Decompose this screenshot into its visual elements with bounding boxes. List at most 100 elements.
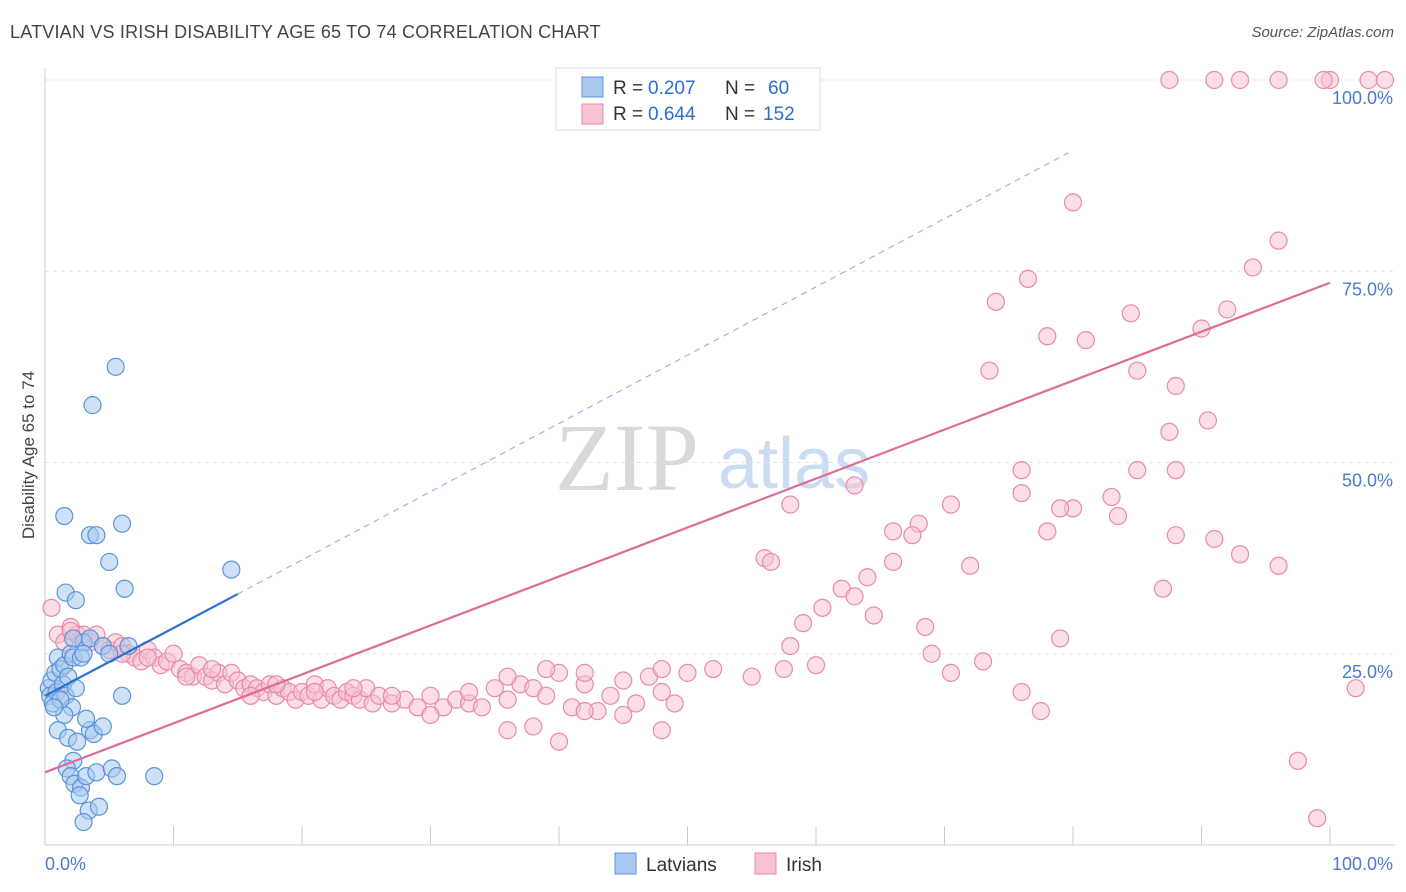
latvian-point-44 bbox=[112, 686, 132, 705]
irish-point-150 bbox=[1269, 231, 1288, 250]
irish-point-98 bbox=[742, 667, 761, 686]
bottom-legend-label-irish: Irish bbox=[786, 855, 822, 876]
irish-point-128 bbox=[1166, 526, 1185, 545]
watermark-zip: ZIP bbox=[555, 404, 699, 511]
watermark-atlas: atlas bbox=[718, 424, 870, 504]
irish-point-116 bbox=[794, 614, 813, 633]
latvian-point-53 bbox=[64, 629, 83, 648]
legend-r-value-2: 0.644 bbox=[648, 104, 696, 125]
latvian-point-35 bbox=[89, 797, 109, 816]
irish-point-139 bbox=[1051, 499, 1070, 518]
irish-point-69 bbox=[601, 686, 620, 705]
irish-point-85 bbox=[421, 705, 440, 725]
irish-point-111 bbox=[1012, 682, 1031, 702]
irish-point-126 bbox=[1108, 506, 1128, 526]
irish-point-163 bbox=[1076, 331, 1095, 350]
irish-point-113 bbox=[1051, 629, 1070, 648]
latvian-point-25 bbox=[68, 732, 87, 751]
irish-point-73 bbox=[652, 682, 671, 702]
irish-point-61 bbox=[498, 690, 517, 709]
irish-point-82 bbox=[305, 682, 324, 702]
irish-point-154 bbox=[1230, 70, 1250, 90]
irish-point-100 bbox=[774, 659, 793, 679]
irish-point-162 bbox=[1038, 327, 1057, 346]
legend-r-label-1: R = bbox=[613, 78, 643, 99]
legend-swatch-irish bbox=[581, 103, 604, 125]
bottom-legend-label-latvians: Latvians bbox=[646, 855, 717, 876]
irish-point-101 bbox=[806, 656, 826, 675]
irish-point-93 bbox=[549, 732, 569, 751]
latvian-point-55 bbox=[106, 357, 125, 376]
irish-point-110 bbox=[973, 652, 993, 671]
irish-point-84 bbox=[382, 686, 402, 705]
irish-point-94 bbox=[575, 702, 594, 721]
trend-lines bbox=[44, 149, 1331, 774]
latvian-point-39 bbox=[145, 767, 164, 786]
irish-point-164 bbox=[1121, 304, 1140, 323]
irish-trend-line bbox=[44, 281, 1331, 774]
y-tick-label-1: 50.0% bbox=[1342, 471, 1393, 491]
irish-point-59 bbox=[472, 698, 491, 717]
irish-point-160 bbox=[986, 292, 1006, 311]
irish-point-141 bbox=[1128, 461, 1147, 480]
irish-point-64 bbox=[537, 686, 556, 705]
latvian-point-57 bbox=[222, 560, 241, 579]
irish-point-55 bbox=[421, 686, 440, 705]
irish-point-135 bbox=[781, 495, 800, 514]
latvian-point-32 bbox=[70, 786, 89, 805]
irish-point-0 bbox=[42, 598, 61, 617]
watermark: ZIP atlas bbox=[555, 404, 870, 511]
legend-swatch-latvians bbox=[581, 76, 604, 98]
irish-point-83 bbox=[344, 679, 363, 698]
irish-point-159 bbox=[1314, 70, 1333, 90]
irish-point-19 bbox=[164, 644, 183, 663]
x-tick-label-0: 0.0% bbox=[45, 854, 86, 874]
latvian-point-59 bbox=[44, 698, 64, 717]
irish-point-112 bbox=[1031, 702, 1050, 721]
latvian-point-52 bbox=[66, 591, 85, 610]
irish-point-78 bbox=[177, 667, 196, 686]
irish-point-105 bbox=[858, 568, 877, 587]
irish-point-104 bbox=[845, 587, 864, 606]
irish-point-79 bbox=[202, 659, 222, 679]
irish-point-145 bbox=[1166, 376, 1185, 396]
latvian-point-50 bbox=[115, 579, 134, 598]
irish-point-165 bbox=[980, 361, 999, 380]
legend-box: R = 0.207 N = 60 R = 0.644 N = 152 bbox=[555, 67, 821, 131]
irish-point-87 bbox=[498, 667, 517, 686]
latvian-point-42 bbox=[93, 717, 112, 736]
irish-point-99 bbox=[704, 659, 723, 679]
irish-point-77 bbox=[138, 648, 157, 667]
latvian-series bbox=[39, 357, 241, 832]
irish-point-157 bbox=[1359, 70, 1378, 90]
latvian-point-54 bbox=[74, 644, 93, 663]
latvian-point-43 bbox=[77, 709, 96, 728]
latvian-point-56 bbox=[83, 396, 102, 415]
irish-point-106 bbox=[883, 552, 903, 572]
latvian-point-47 bbox=[87, 526, 106, 545]
irish-point-70 bbox=[614, 705, 633, 725]
irish-point-123 bbox=[1012, 484, 1031, 503]
bottom-legend-swatch-latvians bbox=[614, 852, 637, 875]
y-axis-label: Disability Age 65 to 74 bbox=[19, 371, 38, 539]
irish-point-161 bbox=[1018, 269, 1038, 288]
y-tick-label-2: 75.0% bbox=[1342, 279, 1393, 299]
irish-point-148 bbox=[1218, 300, 1237, 319]
irish-point-97 bbox=[678, 663, 697, 682]
latvian-point-45 bbox=[55, 506, 74, 526]
irish-point-158 bbox=[1375, 70, 1395, 90]
irish-point-149 bbox=[1243, 258, 1263, 277]
legend-n-label-2: N = bbox=[725, 104, 755, 125]
irish-point-115 bbox=[761, 552, 781, 572]
irish-point-137 bbox=[903, 526, 922, 545]
axes bbox=[44, 68, 1395, 846]
irish-point-108 bbox=[922, 644, 941, 663]
irish-point-92 bbox=[524, 717, 543, 736]
irish-point-142 bbox=[1160, 422, 1179, 441]
irish-point-91 bbox=[652, 659, 671, 679]
legend-n-value-1: 60 bbox=[768, 78, 789, 99]
irish-point-134 bbox=[1308, 809, 1327, 828]
irish-point-147 bbox=[1198, 411, 1218, 430]
legend-r-value-1: 0.207 bbox=[648, 78, 696, 99]
